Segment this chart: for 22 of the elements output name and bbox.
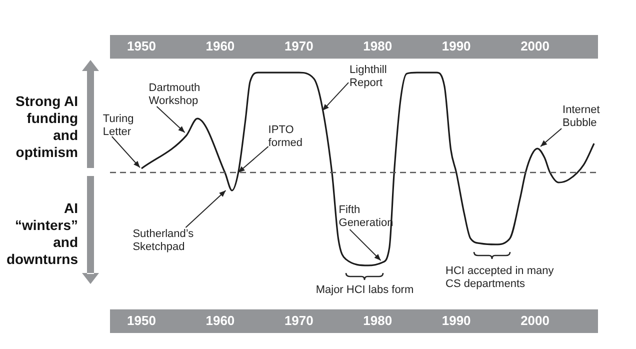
annotation: Major HCI labs form — [316, 284, 414, 296]
annotation: IPTO formed — [268, 124, 303, 150]
x2-tick-label: 1970 — [284, 38, 314, 54]
x-tick-label: 2000 — [520, 312, 550, 328]
annotation: Internet Bubble — [562, 104, 600, 130]
x2-tick-label: 1960 — [206, 38, 235, 54]
annotation: Lighthill Report — [350, 64, 387, 90]
text: Strong AI funding and optimism — [16, 93, 78, 161]
annotation: HCI accepted in many CS departments — [446, 264, 554, 290]
text: AI “winters” and downturns — [6, 200, 78, 268]
x2-tick-label: 1980 — [363, 38, 392, 54]
x-tick-label: 1990 — [442, 312, 471, 328]
annotation: Turing Letter — [102, 113, 134, 138]
annotation: Sutherland’s Sketchpad — [132, 228, 194, 254]
x-tick-label: 1980 — [363, 312, 392, 328]
annotation: Dartmouth Workshop — [148, 82, 200, 108]
x-tick-label: 1960 — [206, 312, 235, 328]
x2-tick-label: 1950 — [127, 38, 156, 54]
x2-tick-label: 2000 — [520, 38, 550, 54]
x-tick-label: 1970 — [284, 312, 314, 328]
x2-tick-label: 1990 — [442, 38, 471, 54]
x-tick-label: 1950 — [127, 312, 156, 328]
